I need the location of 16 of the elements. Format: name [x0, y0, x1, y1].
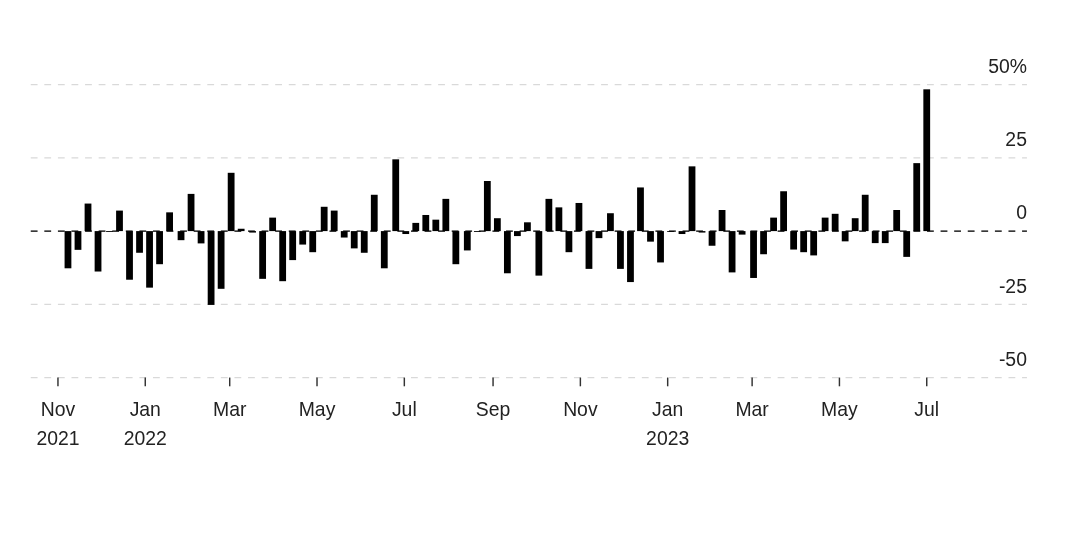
- x-tick-label: Jan 2022: [123, 398, 167, 450]
- y-tick-label: 25: [1005, 128, 1027, 151]
- x-tick-label: May: [298, 398, 336, 421]
- x-tick-label: Mar: [213, 398, 247, 421]
- y-tick-label: -50: [998, 347, 1028, 370]
- x-tick-label: Mar: [735, 398, 770, 421]
- x-tick-label: May: [821, 398, 859, 421]
- y-tick-label: -25: [998, 274, 1027, 297]
- x-tick-label: Sep: [475, 398, 511, 421]
- x-tick-label: Jul: [914, 398, 940, 421]
- x-tick-label: Nov: [563, 398, 598, 421]
- x-tick-label: Jul: [391, 398, 417, 421]
- x-tick-label: Jan 2023: [646, 398, 690, 450]
- x-tick-label: Nov 2021: [36, 398, 80, 450]
- y-tick-label: 0: [1016, 201, 1028, 224]
- y-tick-label: 50%: [988, 54, 1027, 77]
